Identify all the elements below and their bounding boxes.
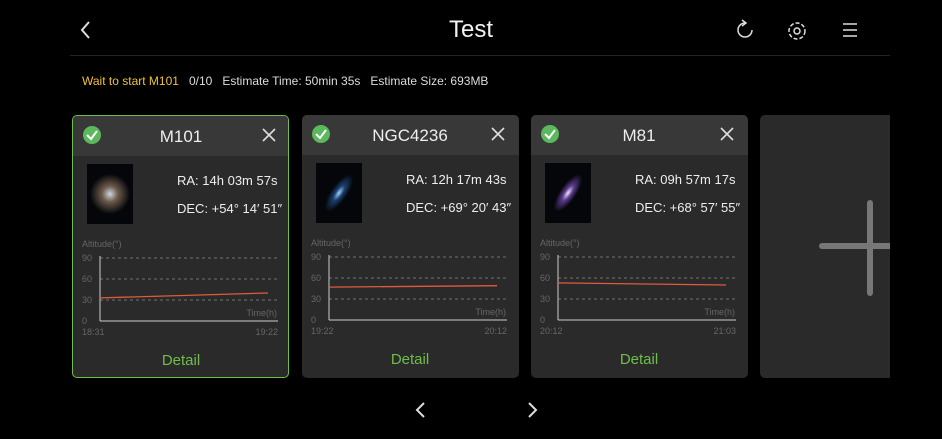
end-time: 19:22 <box>255 327 278 337</box>
y-tick-label: 90 <box>82 253 92 263</box>
galaxy <box>553 174 583 212</box>
check-mark <box>544 129 556 140</box>
y-axis-label: Altitude(°) <box>311 238 351 248</box>
y-tick-label: 30 <box>540 294 550 304</box>
card-header <box>73 116 288 156</box>
y-axis-label: Altitude(°) <box>82 239 122 249</box>
card-canvas: M81 RA: 09h 57m 17s DEC: +68° 57′ 55″ Altit… <box>531 115 748 368</box>
remove-button[interactable] <box>491 127 505 141</box>
check-icon <box>312 125 330 143</box>
target-card[interactable]: M101 RA: 14h 03m 57s DEC: +54° 14′ 51″ Alti… <box>72 115 289 378</box>
galaxy <box>324 174 354 212</box>
ra: RA: 14h 03m 57s <box>177 173 278 188</box>
detail-button[interactable]: Detail <box>391 351 429 368</box>
progress: 0/10 <box>188 74 213 88</box>
x-axis-label: Time(h) <box>475 307 506 317</box>
check-icon <box>83 126 101 144</box>
estimate-time: Estimate Time: 50min 35s <box>222 74 361 88</box>
galaxy <box>90 174 130 214</box>
menu-button[interactable] <box>843 23 857 37</box>
target-name: M101 <box>160 127 203 146</box>
check-mark <box>315 129 327 140</box>
y-tick-label: 0 <box>311 315 316 325</box>
back-button[interactable] <box>80 21 90 39</box>
altitude-line <box>99 292 269 299</box>
toolbar <box>80 19 857 40</box>
y-tick-label: 60 <box>540 273 550 283</box>
start-time: 19:22 <box>311 326 334 336</box>
altitude-line <box>328 285 498 288</box>
dec: DEC: +69° 20′ 43″ <box>406 200 512 215</box>
target-card[interactable]: NGC4236 RA: 12h 17m 43s DEC: +69° 20′ 43″ A… <box>302 115 519 378</box>
y-tick-label: 30 <box>311 294 321 304</box>
page-title: Test <box>448 16 493 43</box>
target-name: NGC4236 <box>372 126 448 145</box>
start-time: 18:31 <box>82 327 105 337</box>
altitude-line <box>557 282 727 286</box>
y-tick-label: 0 <box>540 315 545 325</box>
add-icon <box>819 200 893 296</box>
add-card[interactable] <box>760 115 893 378</box>
x-axis-label: Time(h) <box>246 308 277 318</box>
target-name: M81 <box>622 126 655 145</box>
y-tick-label: 0 <box>82 316 87 326</box>
check-mark <box>86 130 98 141</box>
status-bar: Wait to start M101 0/10 Estimate Time: 5… <box>82 74 488 88</box>
y-tick-label: 60 <box>311 273 321 283</box>
dec: DEC: +54° 14′ 51″ <box>177 201 283 216</box>
divider <box>70 55 890 56</box>
end-time: 20:12 <box>484 326 507 336</box>
y-axis-label: Altitude(°) <box>540 238 580 248</box>
pager <box>415 402 538 418</box>
card-canvas: NGC4236 RA: 12h 17m 43s DEC: +69° 20′ 43″ A… <box>302 115 519 368</box>
card-header <box>302 115 519 155</box>
y-tick-label: 30 <box>82 295 92 305</box>
check-icon <box>541 125 559 143</box>
card-header <box>531 115 748 155</box>
y-tick-label: 90 <box>311 252 321 262</box>
detail-button[interactable]: Detail <box>162 352 200 369</box>
start-time: 20:12 <box>540 326 563 336</box>
remove-button[interactable] <box>720 127 734 141</box>
card-canvas: M101 RA: 14h 03m 57s DEC: +54° 14′ 51″ Alti… <box>73 116 288 369</box>
state: Wait to start M101 <box>82 74 179 88</box>
refresh-button[interactable] <box>737 19 753 38</box>
settings-button[interactable] <box>788 22 806 40</box>
x-axis-label: Time(h) <box>704 307 735 317</box>
detail-button[interactable]: Detail <box>620 351 658 368</box>
remove-button[interactable] <box>262 128 276 142</box>
ra: RA: 12h 17m 43s <box>406 172 507 187</box>
dec: DEC: +68° 57′ 55″ <box>635 200 741 215</box>
ra: RA: 09h 57m 17s <box>635 172 736 187</box>
y-tick-label: 60 <box>82 274 92 284</box>
estimate-size: Estimate Size: 693MB <box>370 74 489 88</box>
next-page[interactable] <box>528 402 538 418</box>
prev-page[interactable] <box>415 402 425 418</box>
end-time: 21:03 <box>713 326 736 336</box>
y-tick-label: 90 <box>540 252 550 262</box>
target-card[interactable]: M81 RA: 09h 57m 17s DEC: +68° 57′ 55″ Altit… <box>531 115 748 378</box>
